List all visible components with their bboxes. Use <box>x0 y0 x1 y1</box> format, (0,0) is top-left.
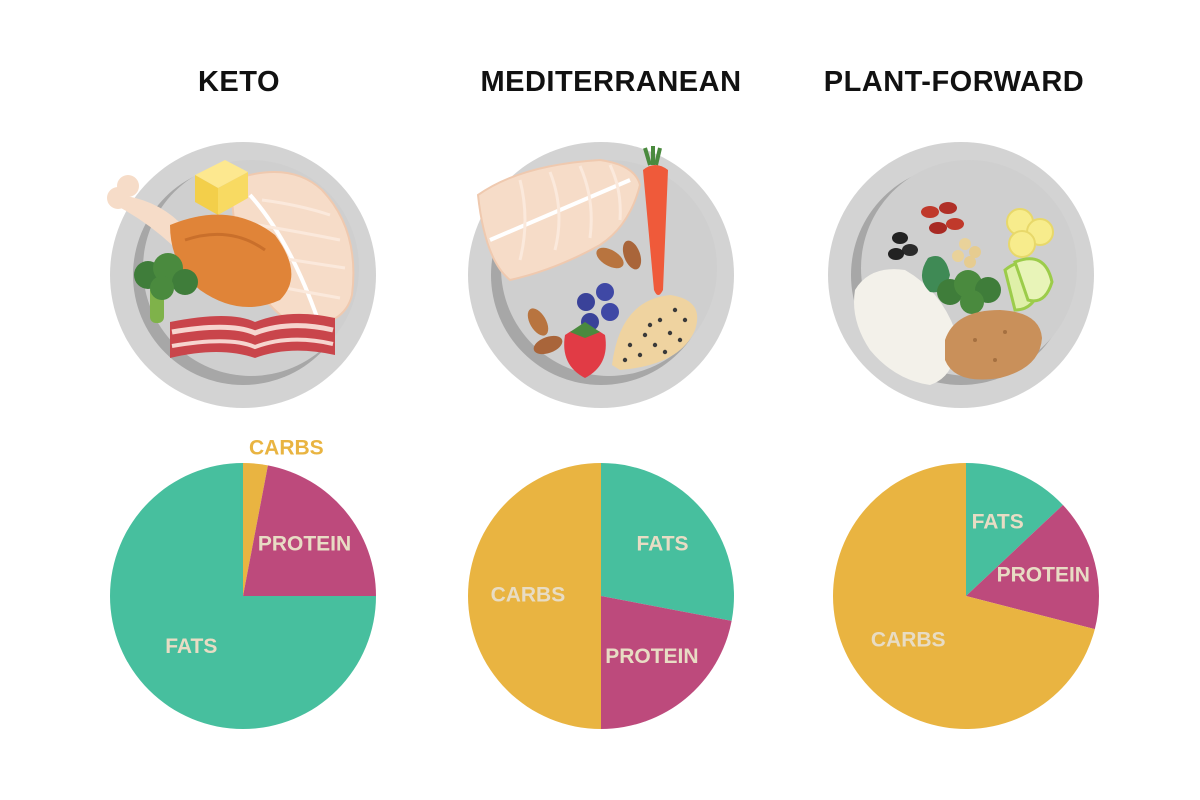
pie-label-carbs: CARBS <box>491 584 566 607</box>
keto-title: KETO <box>197 66 281 98</box>
carrot-icon <box>643 146 668 295</box>
plant-forward-title: PLANT-FORWARD <box>823 66 1085 98</box>
pie-slice-carbs <box>468 463 601 729</box>
pie-chart-0: CARBS PROTEIN FATS <box>110 437 376 729</box>
pie-label-fats: FATS <box>165 635 217 658</box>
pie-slice-fats <box>966 463 1063 596</box>
pie-slice-protein <box>966 504 1099 630</box>
beans-icon <box>888 202 964 260</box>
pie-label-protein: PROTEIN <box>258 533 351 556</box>
keto-plate-icon <box>107 142 376 408</box>
broccoli-icon <box>937 270 1001 314</box>
strawberry-icon <box>564 322 606 378</box>
almonds-icon <box>527 240 642 355</box>
pie-chart-2: FATS PROTEIN CARBS <box>832 463 1099 729</box>
fish-fillet-icon <box>476 158 642 282</box>
pie-label-fats: FATS <box>972 510 1024 533</box>
pie-chart-1: FATS PROTEIN CARBS <box>468 463 734 729</box>
pie-slice-fats <box>110 463 376 729</box>
whole-grain-bread-icon <box>612 295 698 370</box>
blueberries-icon <box>577 283 619 331</box>
pie-label-carbs: CARBS <box>249 437 324 460</box>
pie-label-protein: PROTEIN <box>997 564 1090 587</box>
butter-icon <box>195 160 248 215</box>
plate-illustrations <box>107 142 1094 408</box>
pie-label-protein: PROTEIN <box>605 645 698 668</box>
mediterranean-title: MEDITERRANEAN <box>480 66 742 98</box>
pie-slice-carbs <box>243 463 268 596</box>
chicken-drumstick-icon <box>107 175 292 308</box>
pie-slice-carbs <box>832 463 1095 729</box>
rice-icon <box>854 269 956 385</box>
banana-icon <box>1006 208 1054 258</box>
pie-label-carbs: CARBS <box>871 628 946 651</box>
plant-forward-plate-icon <box>828 142 1094 408</box>
potato-icon <box>945 310 1042 380</box>
broccoli-icon <box>134 253 198 323</box>
pie-slice-protein <box>601 596 732 729</box>
mediterranean-plate-icon <box>468 142 734 408</box>
pie-label-fats: FATS <box>636 533 688 556</box>
chickpeas-icon <box>952 238 981 268</box>
apple-slices-icon <box>1003 257 1054 312</box>
bacon-icon <box>170 313 335 358</box>
pie-slice-fats <box>601 463 734 621</box>
pie-slice-protein <box>243 465 376 596</box>
